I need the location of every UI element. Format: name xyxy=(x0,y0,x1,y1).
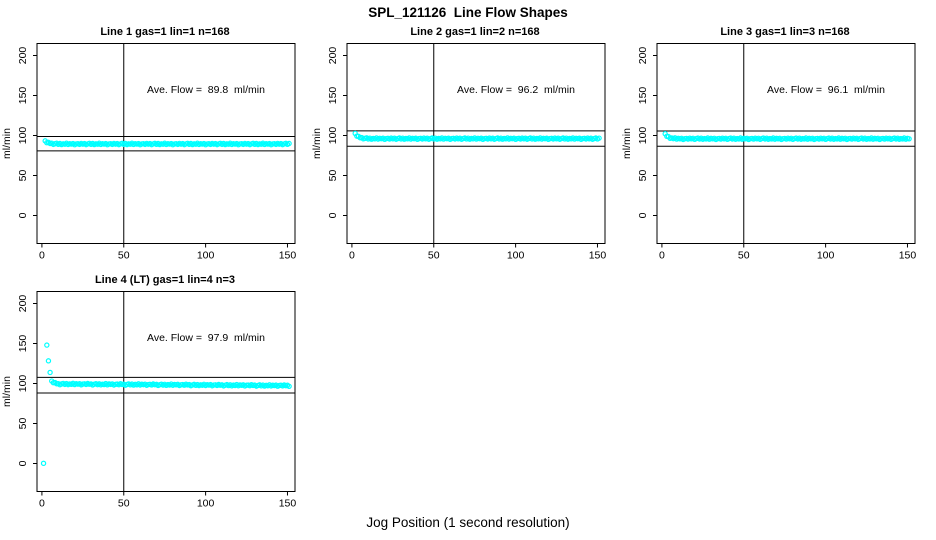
reference-lines xyxy=(347,43,605,244)
svg-text:50: 50 xyxy=(327,170,339,182)
svg-text:ml/min: ml/min xyxy=(311,128,323,159)
panel-line-1: Line 1 gas=1 lin=1 n=168 0 50 100 150 0 50 100… xyxy=(0,26,310,268)
svg-text:0: 0 xyxy=(327,212,339,218)
svg-text:0: 0 xyxy=(39,250,45,262)
plot-frame xyxy=(656,43,916,244)
svg-text:50: 50 xyxy=(17,170,29,182)
panel-line-4: Line 4 (LT) gas=1 lin=4 n=3 0 50 100 150 0 50… xyxy=(0,274,310,516)
svg-text:150: 150 xyxy=(899,250,917,262)
svg-text:100: 100 xyxy=(197,498,215,510)
svg-text:0: 0 xyxy=(349,250,355,262)
svg-text:0: 0 xyxy=(17,460,29,466)
svg-text:50: 50 xyxy=(118,498,130,510)
reference-lines xyxy=(657,43,915,244)
plot-svg-line-3: 0 50 100 150 0 50 100 150 200 ml/min xyxy=(621,43,917,262)
x-axis: 0 50 100 150 xyxy=(39,243,297,262)
ave-flow-annotation-line-4: Ave. Flow = 97.9 ml/min xyxy=(147,332,265,344)
svg-text:150: 150 xyxy=(589,250,607,262)
y-axis: 0 50 100 150 200 ml/min xyxy=(311,47,347,218)
svg-text:200: 200 xyxy=(637,47,649,65)
svg-text:150: 150 xyxy=(17,335,29,353)
svg-text:0: 0 xyxy=(637,212,649,218)
y-axis: 0 50 100 150 200 ml/min xyxy=(621,47,657,218)
panel-line-3-title: Line 3 gas=1 lin=3 n=168 xyxy=(720,26,850,38)
data-points xyxy=(352,130,602,143)
y-axis: 0 50 100 150 200 ml/min xyxy=(1,295,37,466)
plot-frame xyxy=(346,43,606,244)
svg-text:ml/min: ml/min xyxy=(621,128,633,159)
svg-text:ml/min: ml/min xyxy=(1,128,13,159)
plot-svg-line-4: 0 50 100 150 0 50 100 150 200 ml/min xyxy=(1,291,297,510)
data-points xyxy=(662,131,912,143)
panel-line-3: Line 3 gas=1 lin=3 n=168 0 50 100 150 0 50 100… xyxy=(620,26,930,268)
svg-text:0: 0 xyxy=(17,212,29,218)
x-axis: 0 50 100 150 xyxy=(659,243,917,262)
data-points xyxy=(42,138,292,148)
svg-text:100: 100 xyxy=(817,250,835,262)
x-axis: 0 50 100 150 xyxy=(349,243,607,262)
svg-text:200: 200 xyxy=(17,295,29,313)
svg-text:200: 200 xyxy=(327,47,339,65)
svg-text:50: 50 xyxy=(118,250,130,262)
x-axis: 0 50 100 150 xyxy=(39,491,297,510)
svg-text:150: 150 xyxy=(327,87,339,105)
ave-flow-annotation-line-2: Ave. Flow = 96.2 ml/min xyxy=(457,84,575,96)
panel-line-2-title: Line 2 gas=1 lin=2 n=168 xyxy=(410,26,540,38)
panel-line-2: Line 2 gas=1 lin=2 n=168 0 50 100 150 0 50 100… xyxy=(310,26,620,268)
svg-text:150: 150 xyxy=(17,87,29,105)
svg-text:150: 150 xyxy=(637,87,649,105)
svg-text:200: 200 xyxy=(17,47,29,65)
plot-frame xyxy=(36,291,296,492)
plot-frame xyxy=(36,43,296,244)
svg-text:150: 150 xyxy=(279,250,297,262)
plot-svg-line-1: 0 50 100 150 0 50 100 150 200 ml/min xyxy=(1,43,297,262)
svg-text:50: 50 xyxy=(637,170,649,182)
svg-text:100: 100 xyxy=(507,250,525,262)
chart-title: SPL_121126 Line Flow Shapes xyxy=(368,5,568,20)
panel-line-1-title: Line 1 gas=1 lin=1 n=168 xyxy=(100,26,230,38)
ave-flow-annotation-line-3: Ave. Flow = 96.1 ml/min xyxy=(767,84,885,96)
svg-text:150: 150 xyxy=(279,498,297,510)
ave-flow-annotation-line-1: Ave. Flow = 89.8 ml/min xyxy=(147,84,265,96)
svg-text:0: 0 xyxy=(39,498,45,510)
svg-text:ml/min: ml/min xyxy=(1,376,13,407)
x-axis-label: Jog Position (1 second resolution) xyxy=(366,515,570,530)
svg-text:100: 100 xyxy=(327,127,339,145)
svg-text:100: 100 xyxy=(17,127,29,145)
y-axis: 0 50 100 150 200 ml/min xyxy=(1,47,37,218)
svg-text:50: 50 xyxy=(17,418,29,430)
svg-text:100: 100 xyxy=(637,127,649,145)
plot-svg-line-2: 0 50 100 150 0 50 100 150 200 ml/min xyxy=(311,43,607,262)
svg-text:50: 50 xyxy=(428,250,440,262)
reference-lines xyxy=(37,291,295,492)
svg-text:0: 0 xyxy=(659,250,665,262)
svg-text:100: 100 xyxy=(197,250,215,262)
panel-line-4-title: Line 4 (LT) gas=1 lin=4 n=3 xyxy=(94,274,236,286)
svg-text:50: 50 xyxy=(738,250,750,262)
data-points xyxy=(40,342,292,467)
svg-text:100: 100 xyxy=(17,375,29,393)
